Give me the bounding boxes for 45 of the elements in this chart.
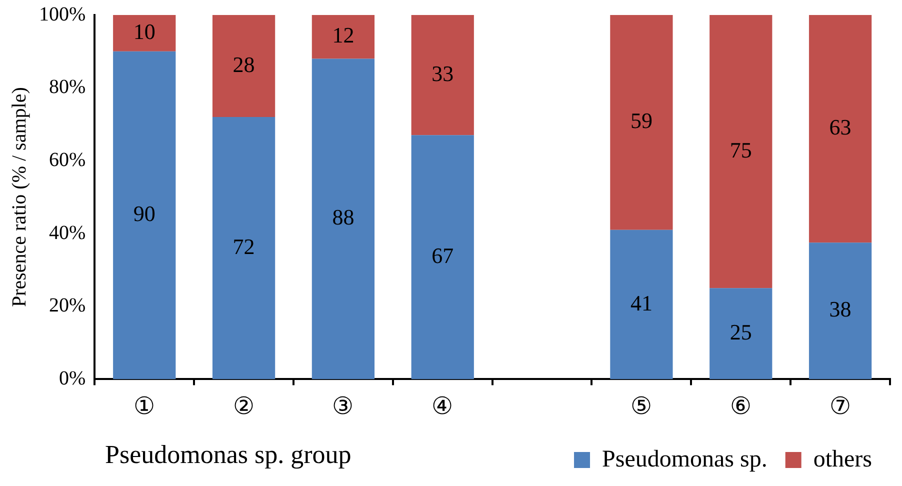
x-tick-label: ⑥ <box>730 394 752 420</box>
y-tick-label: 0% <box>58 367 86 390</box>
bar <box>212 15 276 117</box>
data-label: 75 <box>730 137 752 162</box>
legend-label: Pseudomonas sp. <box>602 446 768 472</box>
bar <box>411 15 474 136</box>
y-tick-label: 100% <box>38 3 86 26</box>
data-label: 28 <box>232 52 255 77</box>
x-axis-title: Pseudomonas sp. group <box>105 440 352 469</box>
data-label: 59 <box>630 108 652 134</box>
bar <box>610 230 673 380</box>
bar <box>312 15 375 59</box>
bar <box>411 135 474 380</box>
bar <box>312 58 375 380</box>
bar <box>710 288 772 380</box>
y-axis-title: Presence ratio (% / sample) <box>8 87 30 308</box>
data-label: 67 <box>432 242 454 268</box>
x-tick-label: ④ <box>432 394 454 420</box>
bar <box>808 15 872 243</box>
bar <box>212 116 276 380</box>
bar <box>808 242 872 380</box>
x-tick-label: ① <box>133 394 156 420</box>
y-tick-label: 80% <box>48 76 86 98</box>
data-label: 90 <box>133 201 156 226</box>
data-label: 41 <box>630 290 652 316</box>
data-label: 33 <box>432 60 454 86</box>
bar <box>113 15 176 52</box>
data-label: 63 <box>829 114 852 140</box>
y-tick-label: 20% <box>48 294 86 317</box>
data-label: 25 <box>730 319 752 344</box>
data-label: 38 <box>829 296 852 322</box>
y-tick-label: 60% <box>48 148 86 171</box>
x-tick-label: ⑤ <box>630 394 652 420</box>
data-label: 12 <box>332 22 354 48</box>
x-tick-label: ③ <box>332 394 354 420</box>
x-tick-label: ② <box>232 394 255 420</box>
y-tick-label: 40% <box>48 222 86 244</box>
data-label: 72 <box>232 234 255 259</box>
bar <box>710 15 772 288</box>
data-label: 10 <box>133 18 156 44</box>
bar <box>610 15 673 230</box>
data-label: 88 <box>332 204 354 230</box>
x-tick-label: ⑦ <box>829 394 852 420</box>
legend-label: others <box>813 446 872 472</box>
bar <box>113 51 176 380</box>
